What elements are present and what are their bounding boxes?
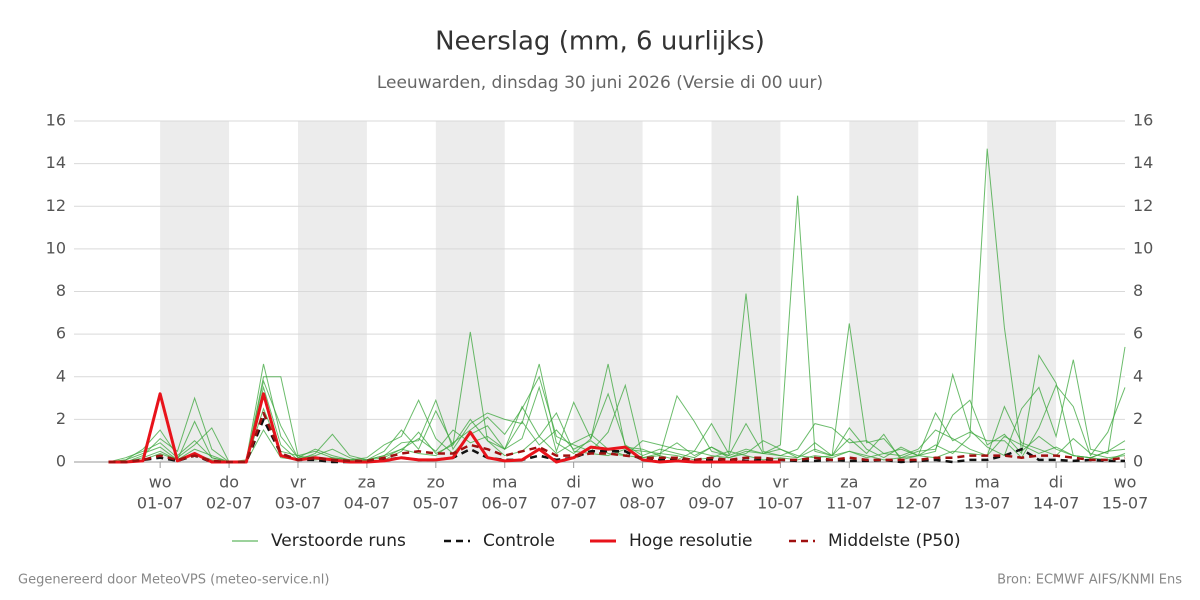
x-tick-day: zo xyxy=(909,473,927,492)
y2-tick-label: 2 xyxy=(1133,409,1143,428)
x-tick-label: 08-07 xyxy=(619,494,666,513)
x-tick-label: 01-07 xyxy=(137,494,184,513)
y2-tick-label: 0 xyxy=(1133,452,1143,471)
x-tick-label: 14-07 xyxy=(1033,494,1080,513)
footer-left: Gegenereerd door MeteoVPS (meteo-service… xyxy=(18,573,329,588)
y-tick-label: 8 xyxy=(56,281,66,300)
x-tick-day: zo xyxy=(427,473,445,492)
y-tick-label: 12 xyxy=(46,196,66,215)
x-tick-day: do xyxy=(702,473,722,492)
x-tick-label: 02-07 xyxy=(206,494,253,513)
x-tick-day: wo xyxy=(1114,473,1137,492)
chart-subtitle: Leeuwarden, dinsdag 30 juni 2026 (Versie… xyxy=(377,73,823,93)
y-tick-label: 0 xyxy=(56,452,66,471)
x-tick-label: 07-07 xyxy=(550,494,597,513)
y2-tick-label: 8 xyxy=(1133,281,1143,300)
x-tick-day: ma xyxy=(492,473,517,492)
y-tick-label: 2 xyxy=(56,409,66,428)
x-tick-label: 12-07 xyxy=(895,494,942,513)
x-tick-label: 09-07 xyxy=(688,494,735,513)
legend-label: Controle xyxy=(483,531,555,551)
legend-label: Hoge resolutie xyxy=(629,531,753,551)
ensemble-line xyxy=(108,346,1126,463)
footer-right: Bron: ECMWF AIFS/KNMI Ens xyxy=(997,573,1182,588)
y2-tick-label: 14 xyxy=(1133,153,1153,172)
ensemble-line xyxy=(108,195,1126,463)
x-tick-day: za xyxy=(358,473,376,492)
x-tick-day: do xyxy=(219,473,239,492)
x-tick-day: wo xyxy=(631,473,654,492)
x-tick-day: ma xyxy=(974,473,999,492)
series-line xyxy=(108,411,1126,464)
lines xyxy=(108,148,1126,464)
y2-tick-label: 6 xyxy=(1133,324,1143,343)
x-tick-day: vr xyxy=(290,473,306,492)
y2-tick-label: 4 xyxy=(1133,366,1143,385)
legend-label: Middelste (P50) xyxy=(828,531,961,551)
x-tick-label: 10-07 xyxy=(757,494,804,513)
y-tick-label: 4 xyxy=(56,366,66,385)
y-tick-label: 14 xyxy=(46,153,66,172)
x-tick-label: 04-07 xyxy=(344,494,391,513)
y2-tick-label: 12 xyxy=(1133,196,1153,215)
x-tick-label: 13-07 xyxy=(964,494,1011,513)
chart-title: Neerslag (mm, 6 uurlijks) xyxy=(435,27,765,57)
legend-label: Verstoorde runs xyxy=(271,531,406,551)
x-tick-label: 05-07 xyxy=(413,494,460,513)
x-tick-day: di xyxy=(1049,473,1064,492)
x-tick-day: di xyxy=(566,473,581,492)
x-tick-label: 03-07 xyxy=(275,494,322,513)
y-tick-label: 10 xyxy=(46,238,66,257)
x-tick-day: vr xyxy=(772,473,788,492)
y2-tick-label: 16 xyxy=(1133,111,1153,130)
y-tick-label: 6 xyxy=(56,324,66,343)
x-tick-label: 11-07 xyxy=(826,494,873,513)
y2-tick-label: 10 xyxy=(1133,238,1153,257)
x-tick-label: 06-07 xyxy=(481,494,528,513)
x-tick-day: wo xyxy=(149,473,172,492)
ensemble-line xyxy=(108,293,1126,463)
x-tick-label: 15-07 xyxy=(1102,494,1149,513)
x-tick-day: za xyxy=(840,473,858,492)
y-tick-label: 16 xyxy=(46,111,66,130)
